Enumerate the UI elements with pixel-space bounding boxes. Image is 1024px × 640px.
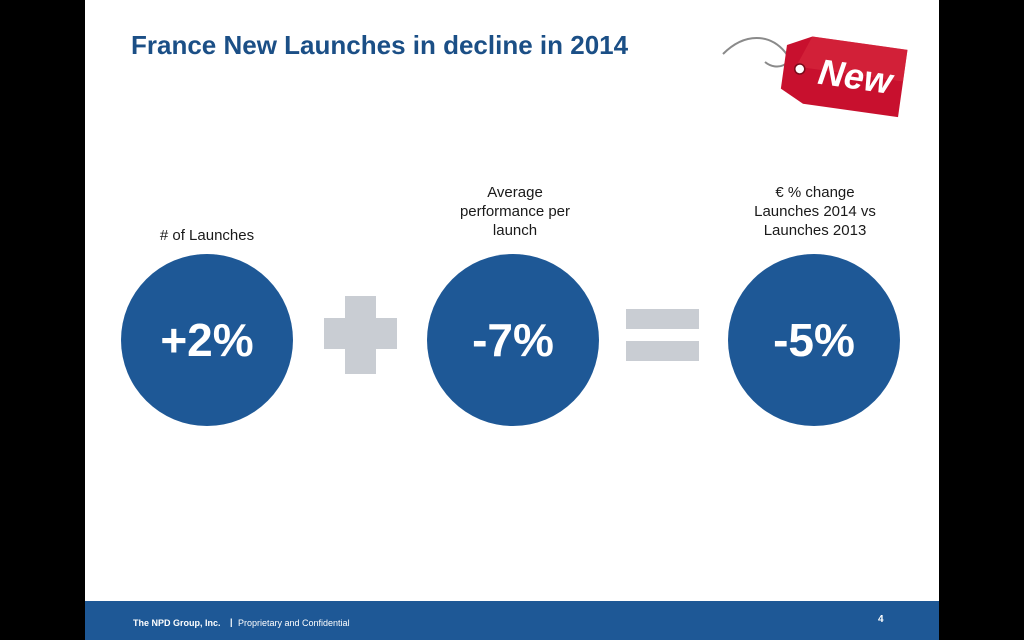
metric-label-line: Average bbox=[487, 184, 543, 201]
metric-label-line: € % change bbox=[775, 184, 855, 201]
metric-value-launches: +2% bbox=[160, 314, 254, 366]
equals-top-bar bbox=[626, 309, 699, 329]
metric-label-line: Launches 2013 bbox=[763, 222, 867, 239]
metric-label-performance: Average performance per launch bbox=[425, 183, 605, 240]
footer-company: The NPD Group, Inc. bbox=[133, 618, 221, 628]
metric-label-line: launch bbox=[492, 222, 538, 239]
metric-label-line: performance per bbox=[459, 203, 571, 220]
metric-label-euro-change: € % change Launches 2014 vs Launches 201… bbox=[725, 183, 905, 240]
metric-label-line: # of Launches bbox=[159, 227, 255, 244]
metric-circle-performance: -7% bbox=[427, 254, 599, 426]
tag-hole bbox=[794, 63, 806, 75]
slide: France New Launches in decline in 2014 N… bbox=[85, 0, 939, 640]
tag-string bbox=[722, 37, 789, 68]
metric-value-performance: -7% bbox=[472, 314, 554, 366]
footer-confidentiality: Proprietary and Confidential bbox=[238, 618, 350, 628]
metric-label-line: Launches 2014 vs bbox=[754, 203, 876, 220]
footer-bar: The NPD Group, Inc. | Proprietary and Co… bbox=[85, 601, 939, 640]
plus-vertical-bar bbox=[345, 296, 376, 374]
new-price-tag-icon: New bbox=[722, 36, 908, 118]
metric-label-launches: # of Launches bbox=[117, 226, 297, 245]
metric-value-euro-change: -5% bbox=[773, 314, 855, 366]
slide-title: France New Launches in decline in 2014 bbox=[131, 30, 629, 60]
page-number: 4 bbox=[878, 614, 884, 625]
metric-circle-euro-change: -5% bbox=[728, 254, 900, 426]
footer-separator: | bbox=[230, 617, 233, 627]
equals-bottom-bar bbox=[626, 341, 699, 361]
metric-circle-launches: +2% bbox=[121, 254, 293, 426]
